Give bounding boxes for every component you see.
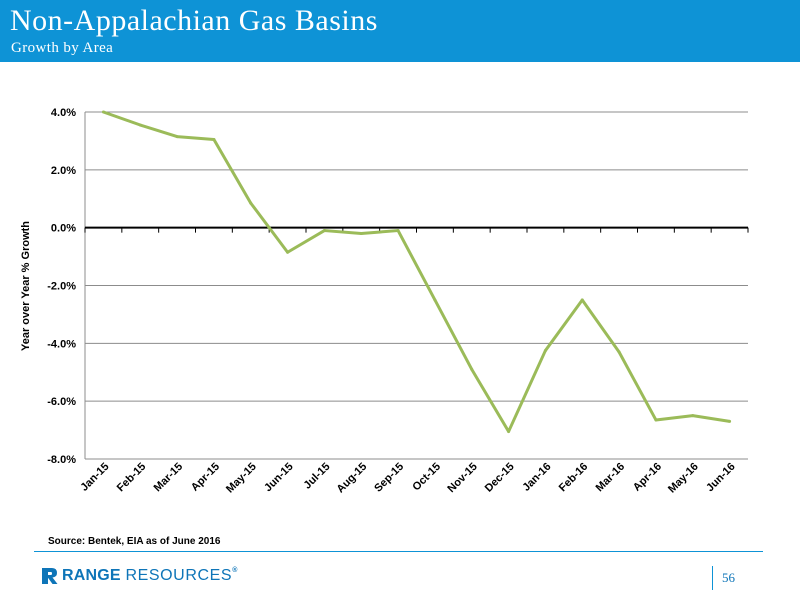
x-tick-label: Feb-15 bbox=[115, 461, 149, 495]
source-note: Source: Bentek, EIA as of June 2016 bbox=[48, 536, 221, 547]
data-point bbox=[617, 350, 621, 354]
x-tick-label: Jun-15 bbox=[262, 461, 296, 495]
logo-bold: RANGE bbox=[62, 567, 121, 584]
x-tick-label: May-15 bbox=[224, 461, 259, 496]
x-tick-label: Feb-16 bbox=[557, 461, 591, 495]
title-bar: Non-Appalachian Gas Basins Growth by Are… bbox=[0, 0, 800, 62]
logo-light: RESOURCES bbox=[125, 567, 233, 584]
x-tick-label: Mar-16 bbox=[594, 461, 628, 495]
data-point bbox=[322, 229, 326, 233]
data-point bbox=[691, 414, 695, 418]
gridlines bbox=[84, 111, 749, 460]
page-number-divider bbox=[712, 566, 713, 590]
x-tick-label: Aug-15 bbox=[335, 461, 370, 496]
x-tick-label: May-16 bbox=[666, 461, 701, 496]
footer-divider bbox=[34, 551, 763, 552]
x-tick-label: Apr-15 bbox=[189, 461, 222, 494]
data-point bbox=[507, 430, 511, 434]
x-tick-label: Dec-15 bbox=[483, 461, 517, 495]
data-point bbox=[396, 229, 400, 233]
logo-registered: ® bbox=[232, 567, 238, 574]
data-point bbox=[138, 123, 142, 127]
data-point bbox=[470, 367, 474, 371]
page-subtitle: Growth by Area bbox=[11, 40, 114, 56]
page-number: 56 bbox=[722, 570, 735, 585]
data-point bbox=[175, 135, 179, 139]
x-tick-label: Jan-16 bbox=[520, 461, 553, 494]
x-tick-label: Apr-16 bbox=[631, 461, 664, 494]
y-tick-label: -4.0% bbox=[47, 338, 76, 350]
page-title: Non-Appalachian Gas Basins bbox=[10, 4, 378, 37]
data-point bbox=[101, 110, 105, 114]
data-point bbox=[433, 298, 437, 302]
data-point bbox=[543, 349, 547, 353]
y-tick-label: 0.0% bbox=[51, 223, 76, 235]
logo-text: RANGE RESOURCES® bbox=[62, 567, 238, 585]
y-tick-label: 4.0% bbox=[51, 107, 76, 119]
y-tick-label: -8.0% bbox=[47, 454, 76, 466]
data-point bbox=[580, 298, 584, 302]
data-point bbox=[728, 419, 732, 423]
x-tick-label: Mar-15 bbox=[152, 461, 186, 495]
x-tick-label: Jan-15 bbox=[78, 461, 111, 494]
y-tick-label: -6.0% bbox=[47, 396, 76, 408]
data-point bbox=[286, 250, 290, 254]
data-point bbox=[359, 231, 363, 235]
y-axis-label: Year over Year % Growth bbox=[20, 221, 32, 351]
x-tick-label: Oct-15 bbox=[410, 461, 443, 494]
y-tick-label: 2.0% bbox=[51, 165, 76, 177]
data-point bbox=[249, 201, 253, 205]
x-tick-label: Jun-16 bbox=[704, 461, 738, 495]
series-line bbox=[102, 110, 730, 434]
x-tick-label: Nov-15 bbox=[445, 461, 479, 495]
y-tick-labels: 4.0% 2.0% 0.0% -2.0% -4.0% -6.0% -8.0% bbox=[47, 107, 76, 466]
series-layer bbox=[101, 110, 732, 434]
data-point bbox=[654, 418, 658, 422]
y-tick-label: -2.0% bbox=[47, 281, 76, 293]
x-tick-labels: Jan-15 Feb-15 Mar-15 Apr-15 May-15 Jun-15 Jul-… bbox=[78, 461, 737, 496]
range-r-logo-icon bbox=[42, 568, 58, 584]
x-tick-label: Jul-15 bbox=[302, 461, 333, 492]
data-point bbox=[212, 137, 216, 141]
x-tick-label: Sep-15 bbox=[372, 461, 406, 495]
company-logo: RANGE RESOURCES® bbox=[40, 566, 238, 586]
